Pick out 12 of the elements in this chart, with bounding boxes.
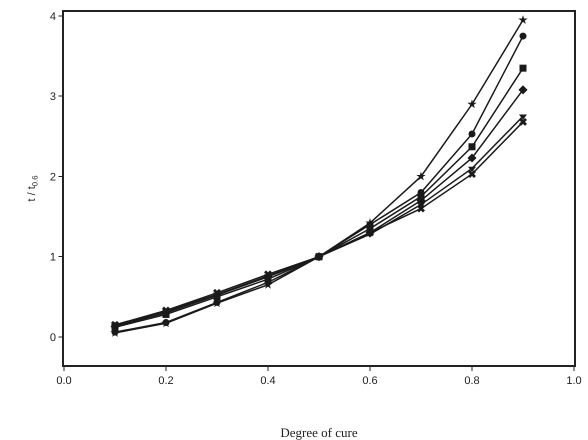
- y-tick-label: 3: [50, 91, 56, 104]
- y-tick-label: 0: [50, 332, 56, 344]
- y-tick-label: 1: [50, 252, 56, 264]
- y-tick-label: 2: [50, 171, 56, 184]
- x-tick-label: 0.8: [464, 374, 480, 387]
- x-tick-label: 0.2: [158, 374, 174, 387]
- y-tick-label: 4: [50, 10, 56, 23]
- x-tick-label: 1.0: [566, 374, 582, 387]
- x-tick-label: 0.4: [260, 374, 276, 387]
- x-axis-title: Degree of cure: [280, 425, 358, 440]
- x-tick-label: 0.0: [56, 374, 72, 387]
- x-tick-label: 0.6: [362, 374, 378, 387]
